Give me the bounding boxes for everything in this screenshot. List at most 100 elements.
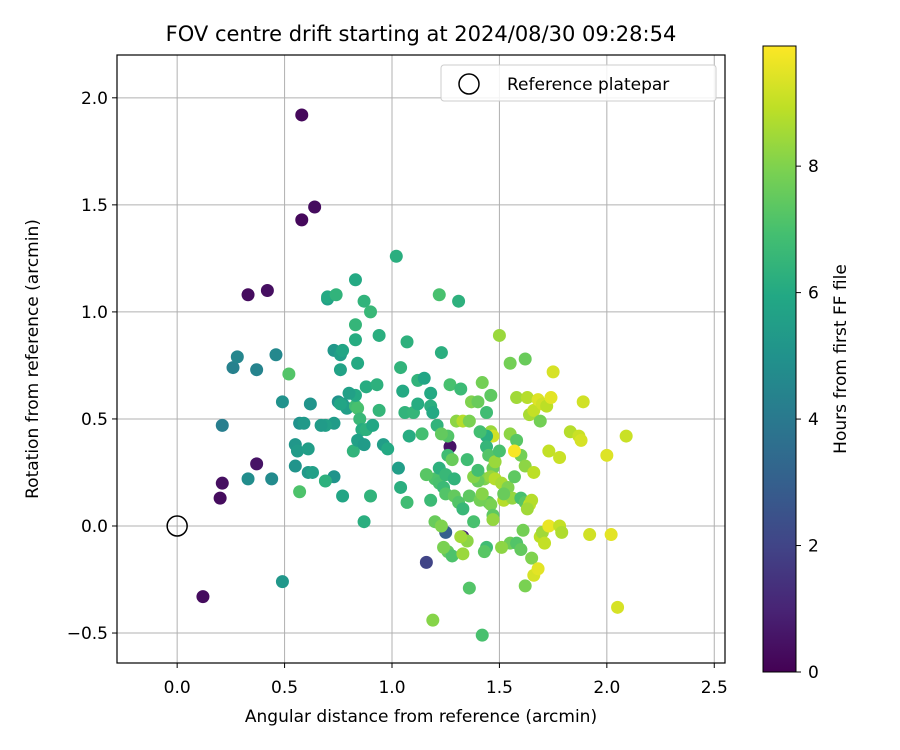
data-point bbox=[241, 472, 255, 486]
data-point bbox=[495, 540, 509, 554]
data-point bbox=[415, 427, 429, 441]
data-point bbox=[544, 391, 558, 405]
x-axis-label: Angular distance from reference (arcmin) bbox=[245, 707, 597, 727]
data-point bbox=[467, 515, 481, 529]
colorbar bbox=[762, 45, 797, 673]
data-point bbox=[462, 489, 476, 503]
y-tick-label: 1.0 bbox=[81, 303, 108, 323]
data-point bbox=[230, 350, 244, 364]
colorbar-label: Hours from first FF file bbox=[831, 264, 851, 454]
data-point bbox=[432, 288, 446, 302]
data-point bbox=[445, 453, 459, 467]
colorbar-tick-label: 4 bbox=[808, 410, 819, 430]
data-point bbox=[226, 361, 240, 375]
data-point bbox=[583, 528, 597, 542]
data-point bbox=[516, 523, 530, 537]
data-point bbox=[394, 480, 408, 494]
data-point bbox=[215, 476, 229, 490]
data-point bbox=[488, 455, 502, 469]
y-tick-label: 2.0 bbox=[81, 89, 108, 109]
legend-reference-marker bbox=[458, 73, 480, 95]
x-axis-ticks: 0.0 0.5 1.0 1.5 2.0 2.5 bbox=[164, 663, 728, 698]
x-tick-label: 2.0 bbox=[593, 678, 620, 698]
data-point bbox=[250, 457, 264, 471]
data-point bbox=[576, 395, 590, 409]
data-point bbox=[389, 249, 403, 263]
data-point bbox=[215, 418, 229, 432]
data-point bbox=[196, 590, 210, 604]
data-point bbox=[400, 335, 414, 349]
data-point bbox=[497, 487, 511, 501]
data-point bbox=[357, 515, 371, 529]
colorbar-tick-label: 8 bbox=[808, 157, 819, 177]
data-point bbox=[471, 395, 485, 409]
colorbar-ticks: 0 2 4 6 8 bbox=[796, 157, 819, 683]
colorbar-tick-label: 0 bbox=[808, 663, 819, 683]
data-point bbox=[480, 406, 494, 420]
y-tick-label: −0.5 bbox=[67, 624, 108, 644]
data-point bbox=[250, 363, 264, 377]
data-point bbox=[213, 491, 227, 505]
data-point bbox=[434, 346, 448, 360]
data-point bbox=[492, 444, 506, 458]
data-point bbox=[437, 540, 451, 554]
data-point bbox=[484, 498, 498, 512]
data-point bbox=[462, 414, 476, 428]
data-point bbox=[445, 549, 459, 563]
data-point bbox=[426, 613, 440, 627]
data-point bbox=[475, 487, 489, 501]
legend: Reference platepar bbox=[440, 64, 717, 102]
data-point bbox=[348, 333, 362, 347]
data-point bbox=[484, 388, 498, 402]
data-point bbox=[527, 465, 541, 479]
data-point bbox=[419, 555, 433, 569]
data-point bbox=[411, 397, 425, 411]
data-point bbox=[555, 525, 569, 539]
data-point bbox=[351, 401, 365, 415]
data-point bbox=[542, 519, 556, 533]
data-point bbox=[394, 361, 408, 375]
grid-lines bbox=[117, 55, 725, 663]
data-point bbox=[275, 395, 289, 409]
data-point bbox=[336, 343, 350, 357]
data-point bbox=[241, 288, 255, 302]
data-point bbox=[295, 108, 309, 122]
data-point bbox=[353, 412, 367, 426]
data-point bbox=[351, 356, 365, 370]
x-tick-label: 0.5 bbox=[271, 678, 298, 698]
data-point bbox=[510, 433, 524, 447]
data-point bbox=[293, 485, 307, 499]
data-point bbox=[314, 418, 328, 432]
data-point bbox=[600, 448, 614, 462]
data-point bbox=[402, 429, 416, 443]
data-point bbox=[348, 318, 362, 332]
data-point bbox=[290, 444, 304, 458]
data-point bbox=[333, 363, 347, 377]
data-point bbox=[342, 386, 356, 400]
data-point bbox=[434, 519, 448, 533]
data-point bbox=[288, 459, 302, 473]
data-point bbox=[372, 328, 386, 342]
data-point bbox=[471, 463, 485, 477]
data-point bbox=[400, 495, 414, 509]
data-point bbox=[454, 530, 468, 544]
data-point bbox=[546, 365, 560, 379]
data-point bbox=[454, 382, 468, 396]
reference-point-group bbox=[166, 515, 188, 537]
data-point bbox=[297, 416, 311, 430]
data-point bbox=[318, 474, 332, 488]
data-point bbox=[462, 581, 476, 595]
data-point bbox=[619, 429, 633, 443]
data-point bbox=[486, 513, 500, 527]
data-point bbox=[520, 391, 534, 405]
data-point bbox=[336, 489, 350, 503]
data-point bbox=[518, 352, 532, 366]
data-point bbox=[452, 294, 466, 308]
data-point bbox=[265, 472, 279, 486]
data-point bbox=[333, 397, 347, 411]
data-points bbox=[196, 108, 633, 642]
data-point bbox=[447, 472, 461, 486]
y-tick-label: 1.5 bbox=[81, 196, 108, 216]
x-tick-label: 1.0 bbox=[378, 678, 405, 698]
data-point bbox=[381, 442, 395, 456]
